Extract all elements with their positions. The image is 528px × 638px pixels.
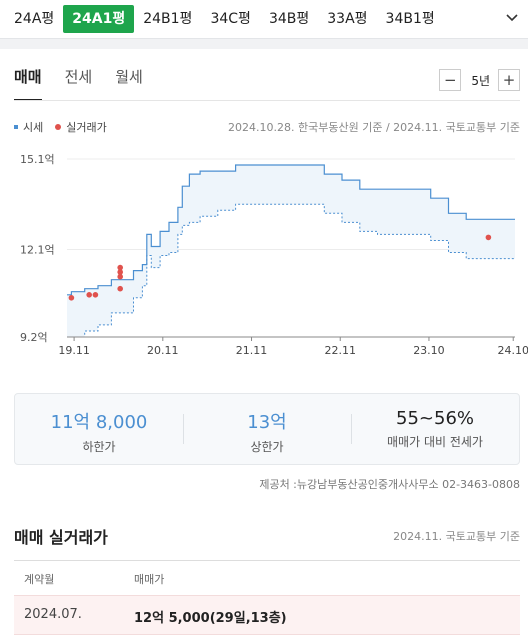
- market-legend-swatch: [14, 125, 18, 129]
- actual-legend-swatch: [55, 124, 62, 130]
- jeonse-ratio-label: 매매가 대비 전세가: [387, 435, 483, 449]
- tab-jeonse[interactable]: 전세: [64, 68, 93, 86]
- summary-ratio: 55~56% 매매가 대비 전세가: [351, 394, 519, 464]
- tab-sale[interactable]: 매매: [14, 66, 42, 101]
- actual-deal-point: [86, 292, 92, 298]
- actual-deal-point: [117, 273, 123, 280]
- actual-deal-point: [68, 295, 75, 301]
- chart-source: 2024.10.28. 한국부동산원 기준 / 2024.11. 국토교통부 기…: [228, 121, 520, 134]
- actual-deal-point: [92, 292, 99, 298]
- y-tick-label: 15.1억: [20, 153, 55, 166]
- x-tick-label: 24.10: [497, 344, 528, 357]
- market-band-area: [67, 165, 515, 337]
- price-chart[interactable]: 15.1억 12.1억 9.2억 19.11 20.11 21.11 22.11 23.10 2…: [0, 140, 528, 365]
- tab-34b1[interactable]: 34B1평: [385, 11, 435, 27]
- tab-34c[interactable]: 34C평: [210, 11, 251, 27]
- market-upper-line: [67, 164, 515, 296]
- x-tick-label: 19.11: [58, 344, 90, 357]
- tab-24a[interactable]: 24A평: [14, 11, 55, 27]
- period-control: − 5년 +: [439, 69, 520, 91]
- data-provider: 제공처 :뉴강남부동산공인중개사사무소 02-3463-0808: [259, 478, 520, 491]
- chevron-down-icon[interactable]: [504, 9, 520, 25]
- upper-price-label: 상한가: [250, 440, 284, 454]
- tab-24b1[interactable]: 24B1평: [143, 11, 193, 27]
- section-divider: [0, 38, 528, 49]
- market-lower-line: [67, 203, 515, 338]
- summary-upper: 13억 상한가: [183, 394, 351, 464]
- x-tick-label: 23.10: [413, 344, 445, 357]
- period-value: 5년: [471, 73, 490, 88]
- upper-price-value: 13억: [247, 412, 287, 433]
- chart-legend: 시세 실거래가: [14, 119, 107, 135]
- actual-deal-point: [117, 285, 123, 292]
- jeonse-ratio-value: 55~56%: [396, 408, 474, 429]
- y-tick-label: 12.1억: [20, 244, 55, 257]
- summary-lower: 11억 8,000 하한가: [15, 394, 183, 464]
- period-minus-button[interactable]: −: [439, 69, 462, 91]
- deals-table-header: 계약월 매매가: [14, 560, 520, 591]
- period-plus-button[interactable]: +: [498, 69, 520, 91]
- tab-24a1[interactable]: 24A1평: [63, 5, 135, 33]
- tab-33a[interactable]: 33A평: [327, 11, 368, 27]
- subtab-underline: [14, 100, 520, 101]
- x-tick-label: 20.11: [147, 344, 179, 357]
- deal-month: 2024.07.: [24, 607, 82, 622]
- price-summary-card: 11억 8,000 하한가 13억 상한가 55~56% 매매가 대비 전세가: [14, 393, 520, 465]
- actual-deal-point: [117, 264, 123, 271]
- legend-actual-label: 실거래가: [66, 121, 107, 134]
- x-tick-label: 22.11: [324, 344, 356, 357]
- deals-source: 2024.11. 국토교통부 기준: [393, 530, 520, 543]
- actual-deal-point: [485, 234, 492, 241]
- deals-title: 매매 실거래가: [14, 528, 108, 547]
- area-type-tabs: 24A평 24A1평 24B1평 34C평 34B평 33A평 34B1평: [0, 0, 528, 38]
- y-tick-label: 9.2억: [20, 331, 48, 344]
- lower-price-label: 하한가: [82, 440, 116, 454]
- actual-deal-point: [117, 269, 123, 275]
- header-contract-month: 계약월: [24, 573, 55, 586]
- table-row[interactable]: 2024.07. 12억 5,000(29일,13층): [14, 595, 520, 635]
- deal-price: 12억 5,000(29일,13층): [134, 611, 287, 626]
- trade-type-tabs: 매매 전세 월세: [14, 66, 166, 101]
- legend-market-label: 시세: [23, 121, 44, 134]
- header-sale-price: 매매가: [134, 573, 165, 586]
- tab-monthly-rent[interactable]: 월세: [115, 68, 143, 86]
- tab-34b[interactable]: 34B평: [268, 11, 310, 27]
- x-tick-label: 21.11: [236, 344, 268, 357]
- lower-price-value: 11억 8,000: [50, 412, 148, 433]
